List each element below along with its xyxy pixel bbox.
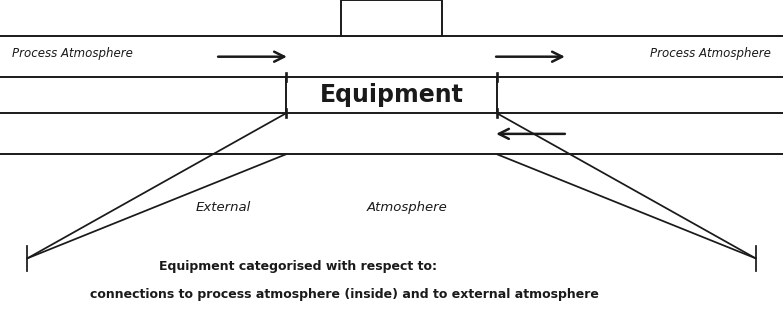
Text: Atmosphere: Atmosphere [366,201,448,215]
Bar [341,0,442,36]
Bar [286,77,497,113]
Text: Process Atmosphere: Process Atmosphere [651,47,771,60]
Text: Equipment: Equipment [319,83,464,107]
Text: External: External [196,201,251,215]
Text: Equipment categorised with respect to:: Equipment categorised with respect to: [158,260,437,273]
Text: connections to process atmosphere (inside) and to external atmosphere: connections to process atmosphere (insid… [90,288,599,301]
Text: Process Atmosphere: Process Atmosphere [12,47,132,60]
